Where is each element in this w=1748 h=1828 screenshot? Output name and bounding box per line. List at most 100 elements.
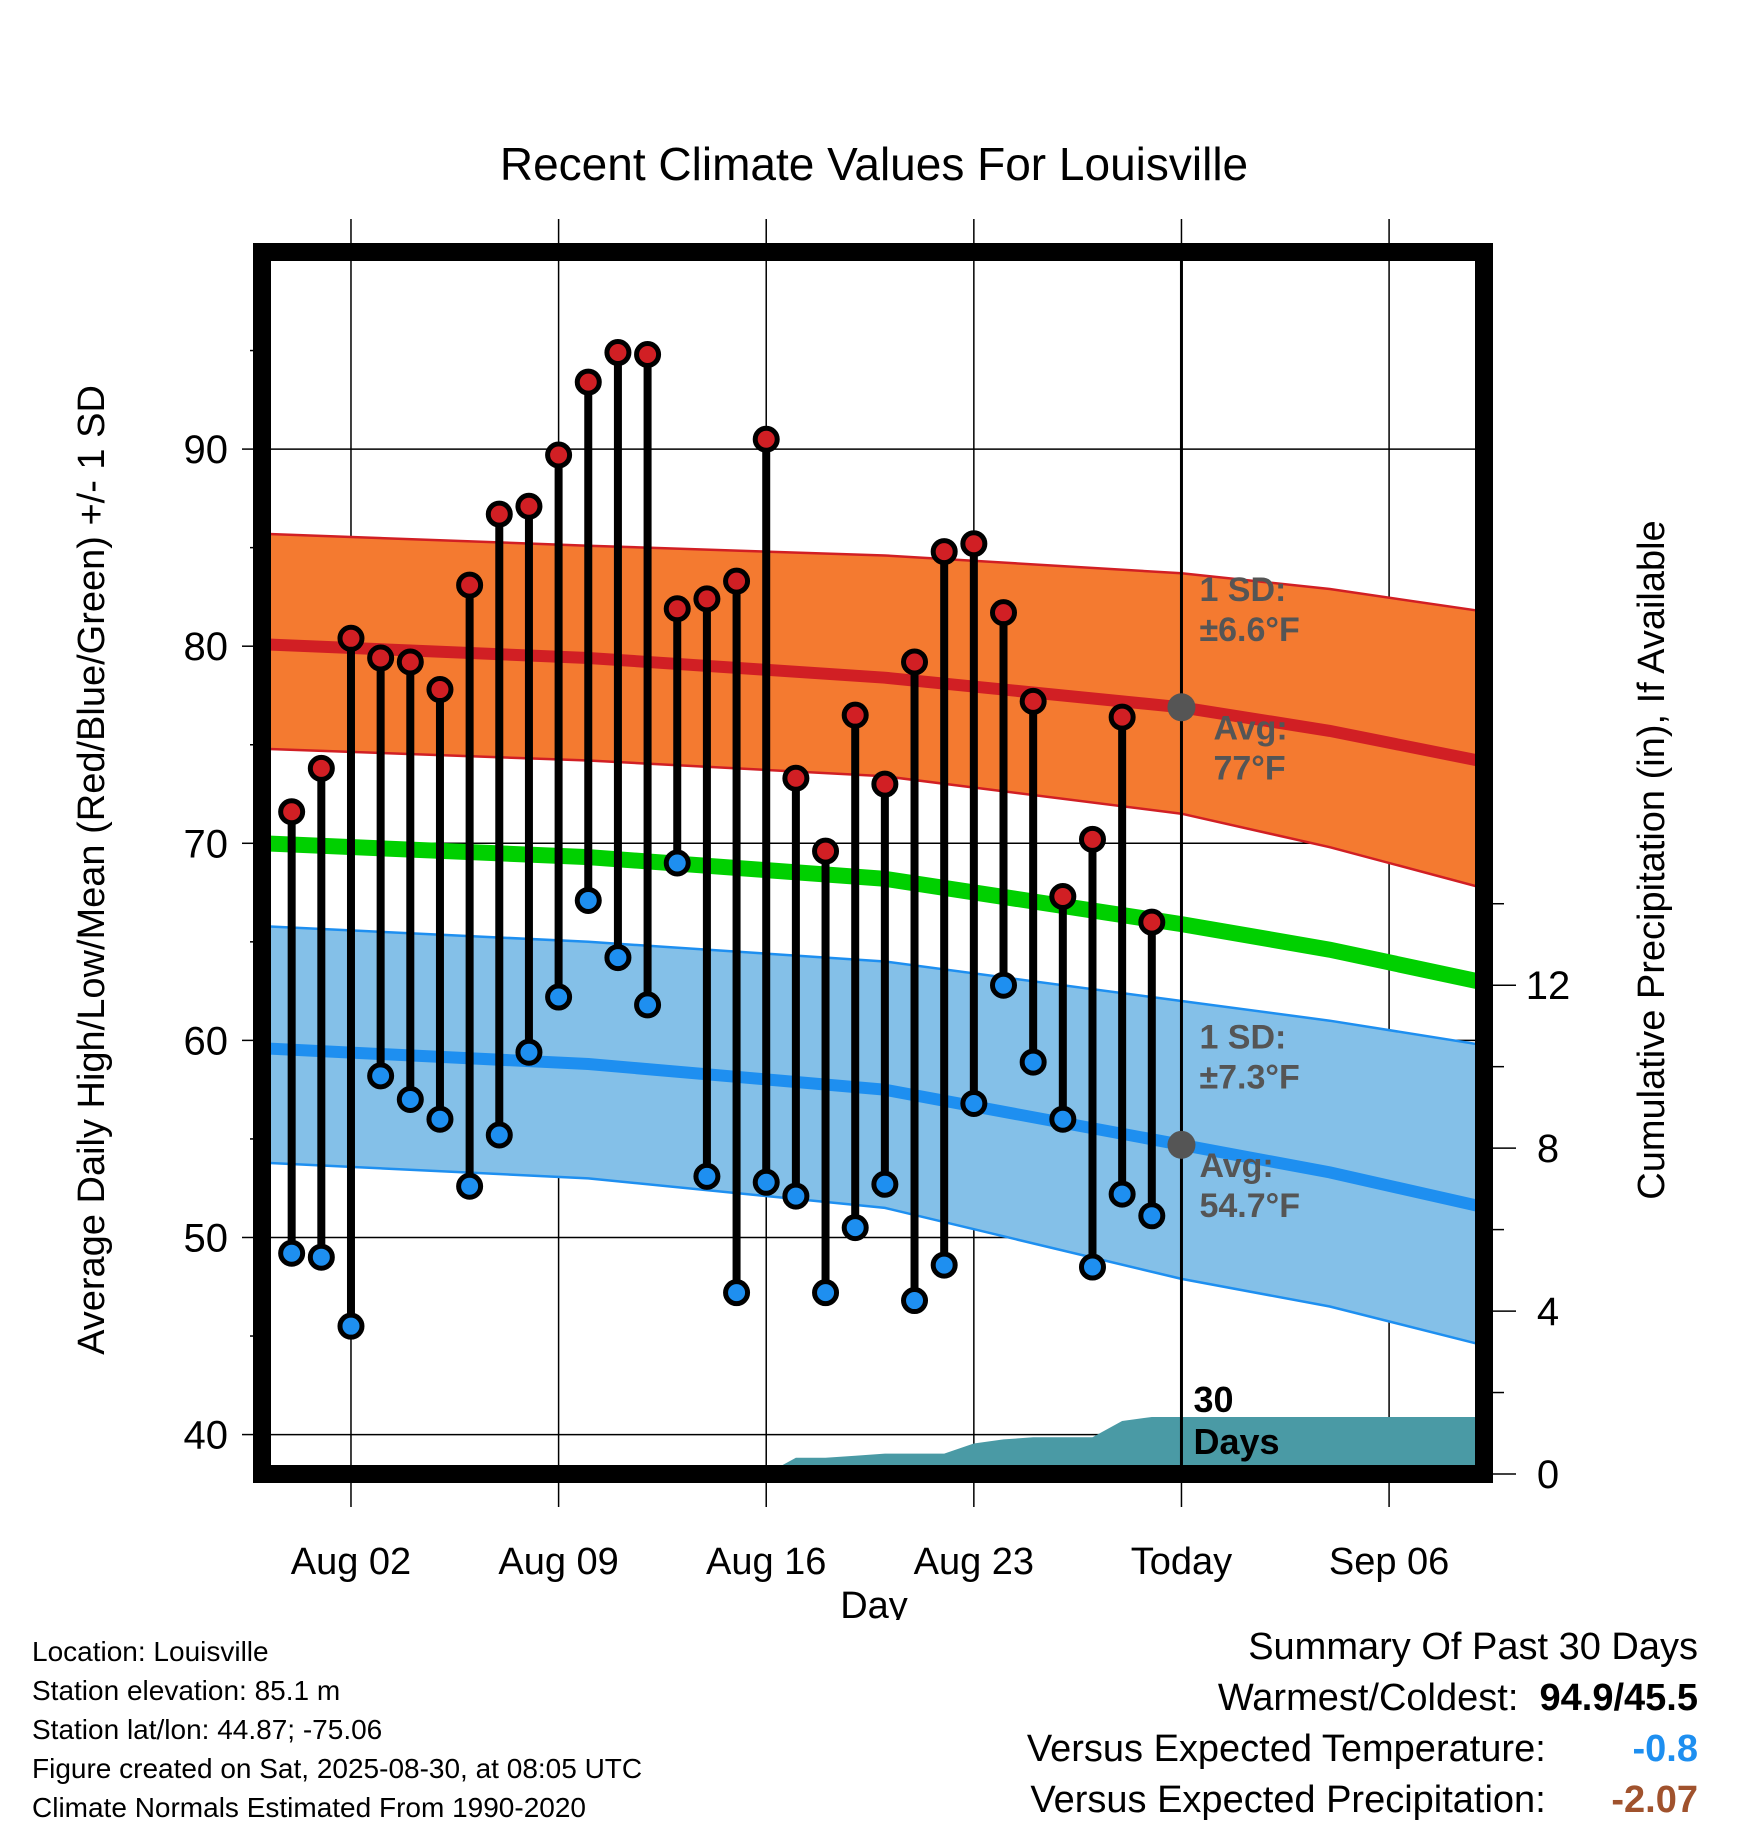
- low-point: [1019, 1048, 1047, 1076]
- labels: 40 50 60 70 80 90 0 4 8 12 Aug 02 Aug 09 Aug 16 Aug 2…: [71, 385, 1673, 1620]
- low-point: [337, 1312, 365, 1340]
- low-point: [693, 1162, 721, 1190]
- low-point: [545, 983, 573, 1011]
- low-point: [278, 1239, 306, 1267]
- low-point: [396, 1086, 424, 1114]
- low-point: [752, 1168, 780, 1196]
- window-label-number: 30: [1193, 1379, 1233, 1420]
- y-tick-label: 60: [184, 1019, 229, 1063]
- low-point: [1049, 1105, 1077, 1133]
- low-point: [841, 1214, 869, 1242]
- y-tick-label: 80: [184, 625, 229, 669]
- high-point: [841, 701, 869, 729]
- location-text: Location: Louisville: [32, 1636, 269, 1667]
- low-point: [723, 1279, 751, 1307]
- y-tick-label: 90: [184, 428, 229, 472]
- high-point: [367, 644, 395, 672]
- station-info: Location: Louisville Station elevation: …: [32, 1632, 642, 1827]
- warm-cold-label: Warmest/Coldest:: [1217, 1677, 1519, 1719]
- high-point: [545, 441, 573, 469]
- high-point: [515, 492, 543, 520]
- temp-row: Versus Expected Temperature: -0.8: [1027, 1724, 1698, 1775]
- normals-text: Climate Normals Estimated From 1990-2020: [32, 1792, 586, 1823]
- high-point: [812, 837, 840, 865]
- high-avg-value: 77°F: [1213, 749, 1285, 787]
- low-point: [812, 1279, 840, 1307]
- chart-title: Recent Climate Values For Louisville: [500, 138, 1248, 190]
- plot-frame: [253, 243, 1493, 1483]
- y-tick-label: 40: [184, 1414, 229, 1458]
- axes: [242, 219, 1516, 1507]
- y2-tick-label: 8: [1537, 1127, 1559, 1171]
- today-low-normal-dot: [1167, 1130, 1196, 1159]
- high-point: [723, 567, 751, 595]
- low-point: [1108, 1180, 1136, 1208]
- low-point: [990, 971, 1018, 999]
- low-point: [663, 849, 691, 877]
- high-point: [604, 339, 632, 367]
- high-point: [752, 425, 780, 453]
- low-point: [307, 1243, 335, 1271]
- low-sd-band: [262, 924, 1480, 1346]
- x-tick-label: Today: [1131, 1541, 1232, 1583]
- low-point: [960, 1089, 988, 1117]
- high-point: [456, 571, 484, 599]
- high-point: [426, 676, 454, 704]
- y-tick-label: 70: [184, 822, 229, 866]
- low-point: [1138, 1202, 1166, 1230]
- low-point: [782, 1182, 810, 1210]
- high-point: [1078, 825, 1106, 853]
- low-point: [901, 1287, 929, 1315]
- x-tick-label: Aug 16: [706, 1541, 826, 1583]
- y-tick-label: 50: [184, 1216, 229, 1260]
- low-point: [634, 991, 662, 1019]
- high-point: [930, 538, 958, 566]
- high-avg-label: Avg:: [1213, 709, 1287, 747]
- created-text: Figure created on Sat, 2025-08-30, at 08…: [32, 1753, 643, 1784]
- y2-tick-label: 12: [1526, 964, 1571, 1008]
- y2-tick-label: 0: [1537, 1453, 1559, 1497]
- high-sd-band: [262, 532, 1480, 889]
- summary-title: Summary Of Past 30 Days: [1248, 1626, 1698, 1668]
- high-point: [307, 754, 335, 782]
- high-point: [990, 599, 1018, 627]
- y2-axis-title: Cumulative Precipitation (in), If Availa…: [1631, 520, 1673, 1199]
- high-point: [485, 500, 513, 528]
- high-point: [634, 340, 662, 368]
- high-point: [693, 585, 721, 613]
- low-avg-value: 54.7°F: [1199, 1187, 1300, 1225]
- low-point: [515, 1038, 543, 1066]
- high-point: [1049, 883, 1077, 911]
- x-tick-label: Aug 23: [914, 1541, 1034, 1583]
- low-point: [930, 1251, 958, 1279]
- today-high-normal-dot: [1167, 693, 1196, 722]
- x-tick-label: Sep 06: [1329, 1541, 1449, 1583]
- elevation-text: Station elevation: 85.1 m: [32, 1675, 341, 1706]
- warm-cold-row: Warmest/Coldest: 94.9/45.5: [1027, 1673, 1698, 1724]
- low-point: [426, 1105, 454, 1133]
- low-point: [604, 944, 632, 972]
- temp-label: Versus Expected Temperature:: [1026, 1728, 1546, 1770]
- x-tick-label: Aug 09: [498, 1541, 618, 1583]
- high-point: [278, 798, 306, 826]
- precip-label: Versus Expected Precipitation:: [1030, 1779, 1546, 1821]
- high-point: [337, 624, 365, 652]
- low-point: [456, 1172, 484, 1200]
- high-point: [871, 770, 899, 798]
- y2-tick-label: 4: [1537, 1290, 1559, 1334]
- low-point: [367, 1062, 395, 1090]
- low-point: [574, 886, 602, 914]
- warm-cold-value: 94.9/45.5: [1539, 1677, 1698, 1719]
- y-axis-title: Average Daily High/Low/Mean (Red/Blue/Gr…: [71, 385, 113, 1355]
- high-point: [396, 648, 424, 676]
- low-sd-label: 1 SD:: [1199, 1019, 1286, 1057]
- high-point: [1108, 703, 1136, 731]
- x-tick-label: Aug 02: [291, 1541, 411, 1583]
- low-point: [485, 1121, 513, 1149]
- x-axis-title: Day: [840, 1585, 908, 1620]
- temp-value: -0.8: [1632, 1728, 1698, 1770]
- precip-row: Versus Expected Precipitation: -2.07: [1027, 1775, 1698, 1826]
- precip-value: -2.07: [1611, 1779, 1698, 1821]
- window-label-unit: Days: [1193, 1421, 1279, 1462]
